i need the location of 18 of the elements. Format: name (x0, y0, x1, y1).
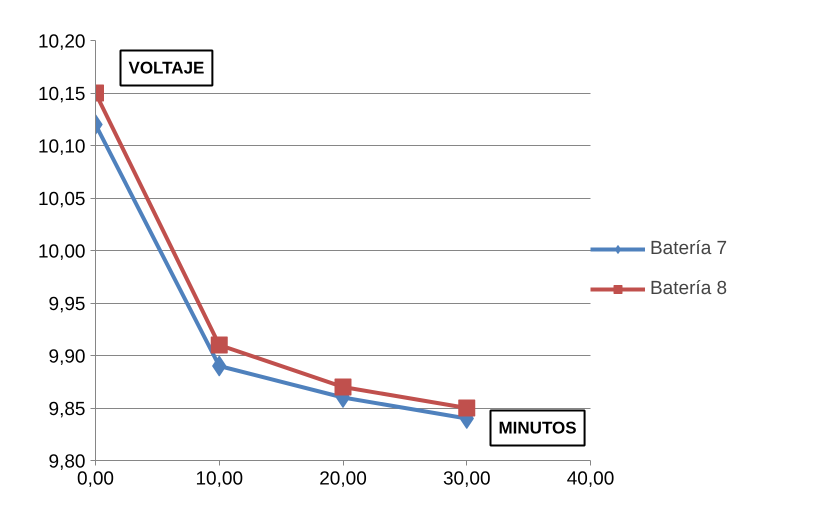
legend-label: Batería 7 (650, 238, 728, 260)
y-tick-label: 9,90 (48, 346, 86, 368)
point (334, 378, 352, 396)
point (458, 400, 476, 416)
y-tick-label: 9,85 (48, 399, 86, 420)
x-tick-label: 20,00 (319, 468, 367, 490)
x-tick-label: 40,00 (566, 468, 614, 490)
y-tick-label: 10,05 (38, 189, 86, 210)
y-tick-label: 10,15 (38, 84, 86, 105)
legend-label: Batería 8 (650, 278, 728, 300)
x-tick-label: 30,00 (442, 468, 491, 490)
y-tick-label: 9,95 (48, 294, 86, 315)
x-axis-title: MINUTOS (498, 418, 577, 438)
x-tick-label: 10,00 (195, 468, 244, 490)
y-tick-label: 10,20 (38, 32, 86, 52)
y-axis-title: VOLTAJE (128, 58, 204, 78)
y-tick-label: 10,00 (38, 242, 86, 262)
y-tick-label: 10,10 (38, 136, 86, 158)
